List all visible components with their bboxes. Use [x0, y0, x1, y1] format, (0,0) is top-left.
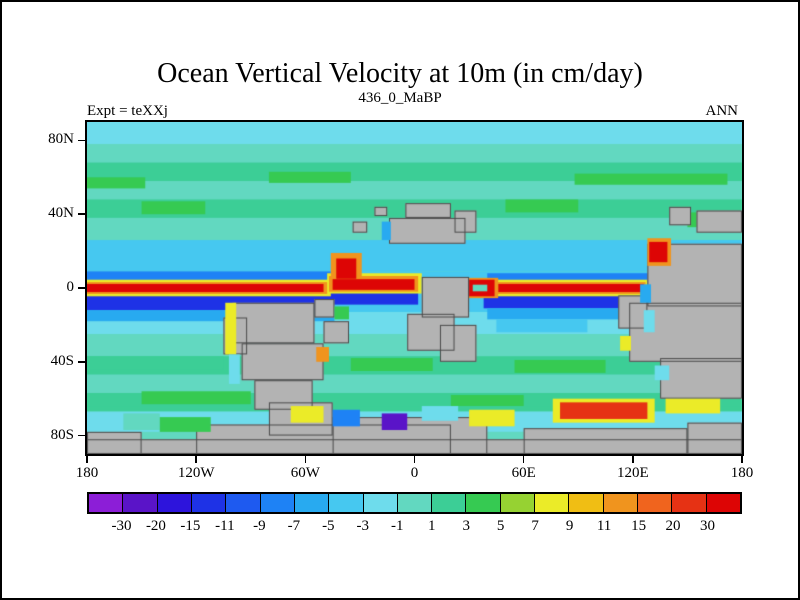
x-tick-label: 60E — [511, 465, 536, 481]
colorbar-cell — [123, 494, 158, 512]
x-tick-label: 120E — [616, 465, 649, 481]
colorbar-tick-label: 15 — [631, 518, 647, 534]
colorbar-tick-label: -3 — [356, 518, 370, 534]
colorbar-tick-label: 30 — [700, 518, 716, 534]
x-tick — [741, 456, 743, 463]
map-plot-frame — [85, 120, 744, 456]
colorbar-tick-label: 1 — [427, 518, 436, 534]
colorbar-tick-label: -9 — [253, 518, 266, 534]
season-label: ANN — [705, 103, 739, 119]
colorbar-tick-label: -30 — [111, 518, 132, 534]
colorbar-tick-label: -7 — [287, 518, 301, 534]
colorbar-cell — [535, 494, 570, 512]
colorbar-tick-label: -5 — [322, 518, 335, 534]
y-tick — [78, 213, 85, 215]
colorbar-cell — [397, 494, 433, 512]
x-tick-label: 60W — [290, 465, 320, 481]
x-tick — [522, 456, 525, 463]
x-tick — [632, 456, 634, 463]
colorbar-tick-label: 11 — [596, 518, 612, 534]
colorbar-tick-label: 9 — [565, 518, 574, 534]
y-tick — [78, 434, 85, 437]
x-tick-label: 180 — [75, 465, 99, 481]
chart-subtitle: 436_0_MaBP — [358, 90, 442, 106]
colorbar-tick-label: 7 — [531, 518, 539, 534]
colorbar-cell — [672, 494, 707, 512]
colorbar-tick-label: 5 — [496, 518, 505, 534]
experiment-label: Expt = teXXj — [87, 103, 168, 119]
colorbar-cell — [157, 494, 192, 512]
colorbar — [87, 492, 742, 514]
x-tick-label: 180 — [730, 465, 754, 481]
x-tick — [195, 456, 197, 463]
colorbar-tick-label: 3 — [462, 518, 470, 534]
y-tick — [78, 361, 85, 363]
x-tick — [413, 456, 416, 463]
colorbar-tick-label: -1 — [391, 518, 404, 534]
x-tick — [86, 456, 88, 463]
colorbar-cell — [226, 494, 261, 512]
y-tick-label: 80S — [50, 426, 74, 443]
y-tick-label: 0 — [66, 279, 75, 295]
colorbar-cell — [638, 494, 673, 512]
y-tick — [78, 287, 85, 289]
y-tick-label: 40S — [50, 352, 74, 369]
chart-title: Ocean Vertical Velocity at 10m (in cm/da… — [157, 58, 643, 89]
colorbar-tick-label: 20 — [665, 518, 681, 534]
colorbar-cell — [706, 494, 740, 512]
colorbar-cell — [466, 494, 501, 512]
x-tick — [304, 456, 307, 463]
colorbar-tick-label: -11 — [215, 518, 235, 534]
y-tick — [78, 139, 85, 142]
colorbar-cell — [294, 494, 330, 512]
colorbar-cell — [191, 494, 227, 512]
x-tick-label: 120W — [177, 465, 215, 481]
colorbar-cell — [260, 494, 295, 512]
y-tick-label: 80N — [48, 131, 74, 148]
colorbar-cell — [329, 494, 364, 512]
colorbar-cell — [569, 494, 604, 512]
colorbar-cell — [500, 494, 536, 512]
colorbar-cell — [603, 494, 638, 512]
map-canvas — [87, 122, 742, 454]
colorbar-cell — [89, 494, 124, 512]
colorbar-cell — [432, 494, 467, 512]
colorbar-tick-label: -15 — [180, 518, 201, 534]
x-tick-label: 0 — [410, 465, 419, 481]
colorbar-cell — [363, 494, 398, 512]
colorbar-tick-label: -20 — [145, 518, 166, 534]
y-tick-label: 40N — [48, 205, 74, 222]
